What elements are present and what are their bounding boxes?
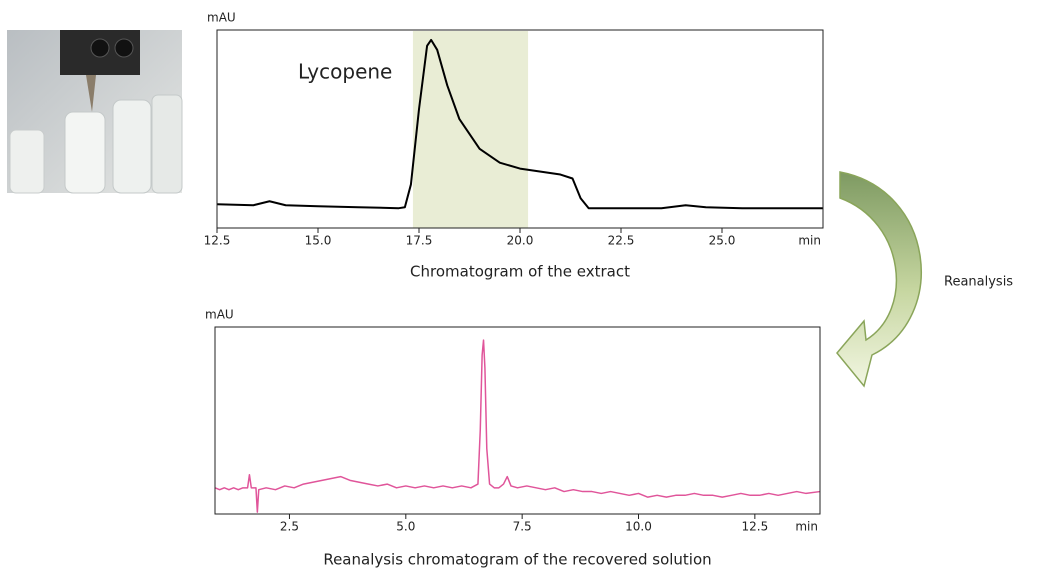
x-tick-label: 12.5 <box>741 520 768 534</box>
x-tick-label: 22.5 <box>608 234 635 248</box>
chromatogram-line <box>214 339 821 513</box>
arrow-label: Reanalysis <box>944 275 1013 290</box>
reanalysis-arrow <box>836 171 922 388</box>
x-tick-label: 5.0 <box>396 520 415 534</box>
caption: Reanalysis chromatogram of the recovered… <box>323 551 711 569</box>
caption: Chromatogram of the extract <box>410 263 630 281</box>
highlight-band <box>412 31 529 228</box>
x-tick-label: 17.5 <box>406 234 433 248</box>
photo <box>7 30 183 194</box>
x-unit: min <box>798 234 821 248</box>
x-tick-label: 15.0 <box>305 234 332 248</box>
peak-annotation: Lycopene <box>298 60 392 84</box>
x-tick-label: 7.5 <box>513 520 532 534</box>
x-tick-label: 25.0 <box>709 234 736 248</box>
x-tick-label: 20.0 <box>507 234 534 248</box>
x-tick-label: 12.5 <box>204 234 231 248</box>
chromatogram-line <box>216 38 823 210</box>
x-tick-label: 10.0 <box>625 520 652 534</box>
x-unit: min <box>795 520 818 534</box>
plot-frame <box>214 326 821 515</box>
y-axis-label: mAU <box>205 308 234 322</box>
y-axis-label: mAU <box>207 11 236 25</box>
x-tick-label: 2.5 <box>280 520 299 534</box>
